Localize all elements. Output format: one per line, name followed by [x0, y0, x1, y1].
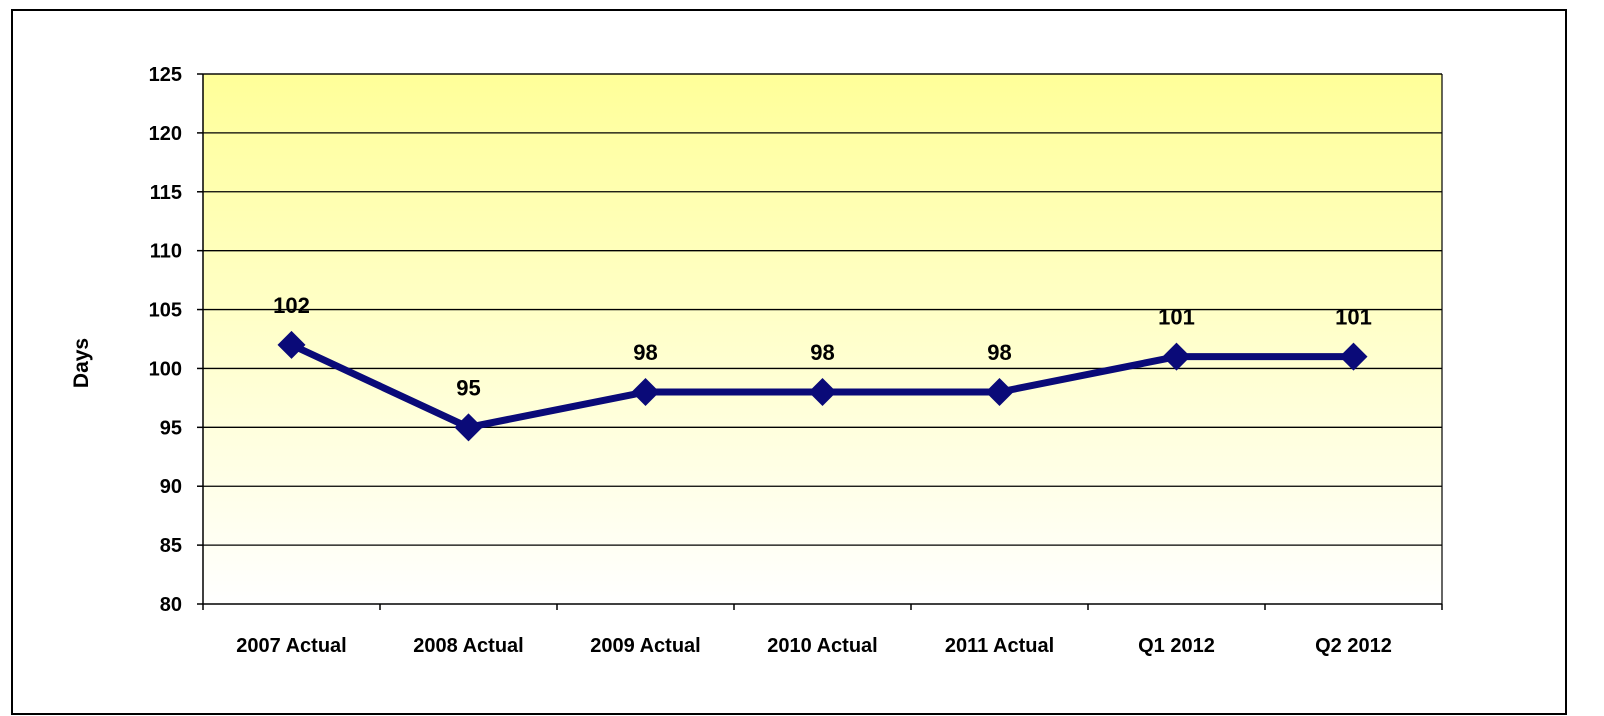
x-tick-label: 2008 Actual — [413, 635, 523, 657]
data-label: 101 — [1158, 305, 1195, 330]
data-point-marker — [808, 378, 837, 406]
y-tick-label: 85 — [160, 535, 182, 557]
data-label: 98 — [987, 340, 1011, 365]
y-tick-label: 100 — [149, 358, 182, 380]
data-label: 102 — [273, 293, 310, 318]
x-tick-label: Q2 2012 — [1315, 635, 1392, 657]
x-tick-label: Q1 2012 — [1138, 635, 1215, 657]
data-point-marker — [1339, 342, 1368, 371]
data-point-marker — [631, 378, 660, 406]
y-tick-label: 125 — [149, 64, 182, 86]
y-tick-label: 110 — [150, 241, 182, 263]
data-point-marker — [454, 413, 483, 442]
series-group — [277, 330, 1368, 442]
data-point-marker — [1162, 342, 1191, 371]
data-labels: 102 95 98 98 98 101 101 — [273, 293, 1372, 400]
y-axis-title: Days — [70, 338, 93, 388]
data-label: 98 — [810, 340, 834, 365]
y-tick-label: 120 — [149, 123, 182, 145]
data-label: 101 — [1335, 305, 1372, 330]
data-point-marker — [277, 330, 306, 359]
x-tick-label: 2011 Actual — [945, 635, 1054, 657]
y-tick-label: 105 — [149, 300, 182, 322]
x-tick-label: 2009 Actual — [590, 635, 700, 657]
x-tick-label: 2007 Actual — [236, 635, 346, 657]
axes — [202, 73, 1443, 605]
x-axis-ticks: 2007 Actual 2008 Actual 2009 Actual 2010 Ac… — [202, 604, 1443, 657]
data-label: 95 — [456, 375, 480, 400]
plot-area — [203, 74, 1442, 604]
data-point-marker — [985, 378, 1014, 406]
y-tick-label: 90 — [160, 476, 182, 498]
x-tick-label: 2010 Actual — [767, 635, 877, 657]
data-label: 98 — [633, 340, 657, 365]
y-tick-label: 80 — [160, 594, 182, 616]
y-tick-label: 115 — [150, 182, 182, 204]
y-axis-ticks: 80 85 90 95 100 105 110 115 120 125 — [149, 64, 203, 616]
y-tick-label: 95 — [160, 417, 182, 439]
